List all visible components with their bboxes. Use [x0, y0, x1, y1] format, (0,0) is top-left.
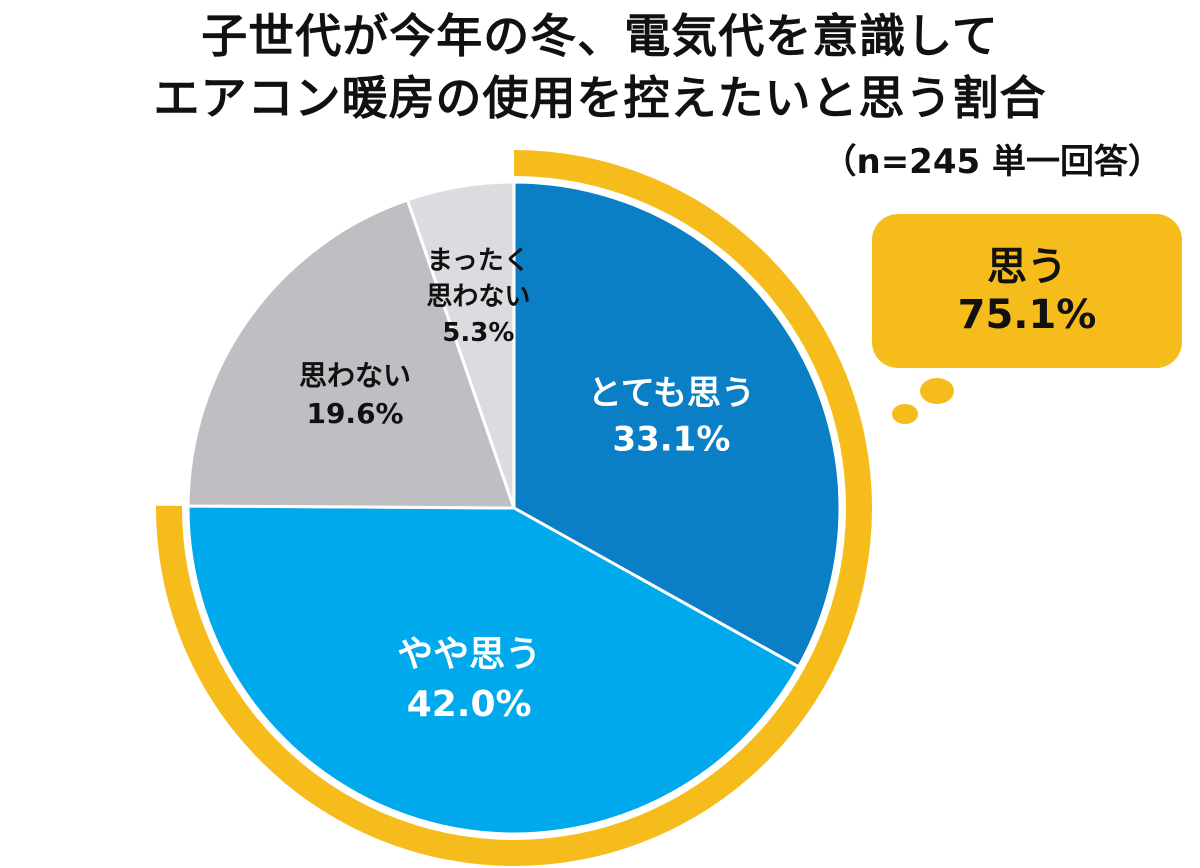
slice-name-label-2: やや思う — [397, 634, 541, 675]
slice-name-label-4: 思わない — [426, 282, 530, 312]
slice-value-label-3: 19.6% — [306, 397, 403, 430]
thought-dot-large — [920, 378, 954, 404]
highlight-callout-bubble: 思う 75.1% — [872, 214, 1182, 368]
slice-name-label-1: とても思う — [588, 373, 755, 413]
thought-dot-small — [892, 404, 918, 424]
slice-name-label-4: まったく — [427, 246, 530, 276]
pie-slice-4 — [405, 180, 516, 510]
slice-name-label-3: 思わない — [299, 359, 411, 392]
chart-title-line-2: エアコン暖房の使用を控えたいと思う割合 — [153, 71, 1047, 125]
pie-slice-2 — [186, 504, 801, 836]
chart-title-line-1: 子世代が今年の冬、電気代を意識して — [201, 9, 999, 63]
slice-value-label-2: 42.0% — [407, 684, 532, 725]
pie-slice-1 — [512, 180, 842, 669]
slice-value-label-4: 5.3% — [442, 318, 514, 348]
highlight-callout-label: 思う — [987, 244, 1067, 290]
highlight-callout-value: 75.1% — [957, 292, 1097, 338]
sample-note: （n=245 単一回答） — [822, 142, 1162, 182]
slice-value-label-1: 33.1% — [612, 419, 730, 459]
